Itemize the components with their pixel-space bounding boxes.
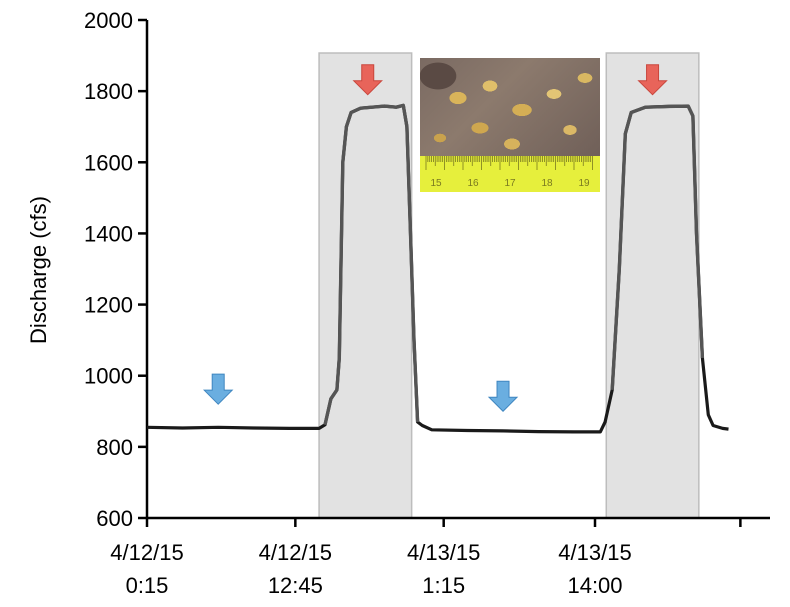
ruler: 15 16 17 18 19 [420,156,600,192]
y-tick-label-1800: 1800 [84,79,133,104]
shaded-region-1 [318,52,413,519]
y-tick-label-1200: 1200 [84,293,133,318]
x-tick-label-0-time: 0:15 [126,573,169,598]
down-arrow-icon [202,373,234,405]
down-arrow-icon [487,380,519,412]
arrow-annotations [202,64,668,412]
rock-image [420,58,600,160]
ruler-label: 19 [578,178,590,189]
y-tick-label-800: 800 [96,435,133,460]
x-tick-label-2-date: 4/13/15 [407,540,480,565]
down-arrow-icon [637,64,668,96]
ruler-label: 16 [467,178,479,189]
shaded-regions [318,52,700,519]
ruler-label: 18 [541,178,553,189]
y-axis-title: Discharge (cfs) [26,196,51,344]
y-tick-label-1600: 1600 [84,150,133,175]
y-axis-ticks: 600 800 1000 1200 1400 1600 1800 2000 [84,8,147,531]
ruler-scale: 15 16 17 18 19 [425,156,593,189]
down-arrow-icon [352,64,383,96]
x-axis-ticks: 4/12/15 0:15 4/12/15 12:45 4/13/15 1:15 4/13/1… [110,518,742,598]
y-tick-label-1400: 1400 [84,221,133,246]
x-tick-label-0-date: 4/12/15 [110,540,183,565]
series-elevated-segment-1 [323,103,420,426]
inset-photo: 15 16 17 18 19 [420,58,600,192]
axes [145,20,770,520]
shaded-region-2 [605,52,700,519]
ruler-label: 15 [430,178,442,189]
x-tick-label-1-time: 12:45 [268,573,323,598]
series-elevated-segment-2 [610,104,705,390]
y-tick-label-600: 600 [96,506,133,531]
series-group [146,103,729,434]
ruler-label: 17 [504,178,516,189]
x-tick-label-2-time: 1:15 [422,573,465,598]
y-tick-label-1000: 1000 [84,364,133,389]
x-tick-label-3-time: 14:00 [567,573,622,598]
x-tick-label-3-date: 4/13/15 [558,540,631,565]
x-tick-label-1-date: 4/12/15 [259,540,332,565]
y-tick-label-2000: 2000 [84,8,133,33]
